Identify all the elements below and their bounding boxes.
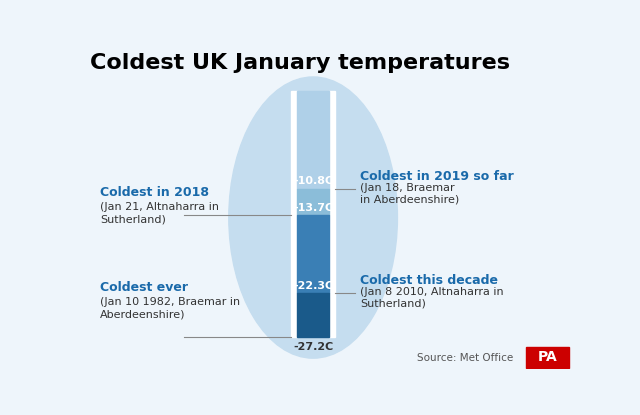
Text: (Jan 18, Braemar
in Aberdeenshire): (Jan 18, Braemar in Aberdeenshire) <box>360 183 460 204</box>
Text: Coldest this decade: Coldest this decade <box>360 273 498 287</box>
Text: -10.8C: -10.8C <box>293 176 333 186</box>
Bar <box>297 189 329 215</box>
Bar <box>297 91 329 189</box>
Bar <box>527 347 568 368</box>
Bar <box>297 215 329 293</box>
Text: -22.3C: -22.3C <box>293 281 333 290</box>
Text: Source: Met Office: Source: Met Office <box>417 353 513 363</box>
Text: (Jan 8 2010, Altnaharra in
Sutherland): (Jan 8 2010, Altnaharra in Sutherland) <box>360 287 504 308</box>
Text: Coldest in 2019 so far: Coldest in 2019 so far <box>360 170 514 183</box>
Bar <box>329 91 335 337</box>
Text: (Jan 21, Altnaharra in
Sutherland): (Jan 21, Altnaharra in Sutherland) <box>100 203 219 224</box>
Text: Coldest UK January temperatures: Coldest UK January temperatures <box>90 53 510 73</box>
Text: PA: PA <box>538 350 557 364</box>
Text: -27.2C: -27.2C <box>293 342 333 352</box>
Text: Coldest in 2018: Coldest in 2018 <box>100 186 209 199</box>
Ellipse shape <box>229 77 397 358</box>
Text: Coldest ever: Coldest ever <box>100 281 188 294</box>
Text: (Jan 10 1982, Braemar in
Aberdeenshire): (Jan 10 1982, Braemar in Aberdeenshire) <box>100 298 240 319</box>
Bar <box>297 293 329 337</box>
Text: -13.7C: -13.7C <box>293 203 333 213</box>
Bar <box>291 91 297 337</box>
